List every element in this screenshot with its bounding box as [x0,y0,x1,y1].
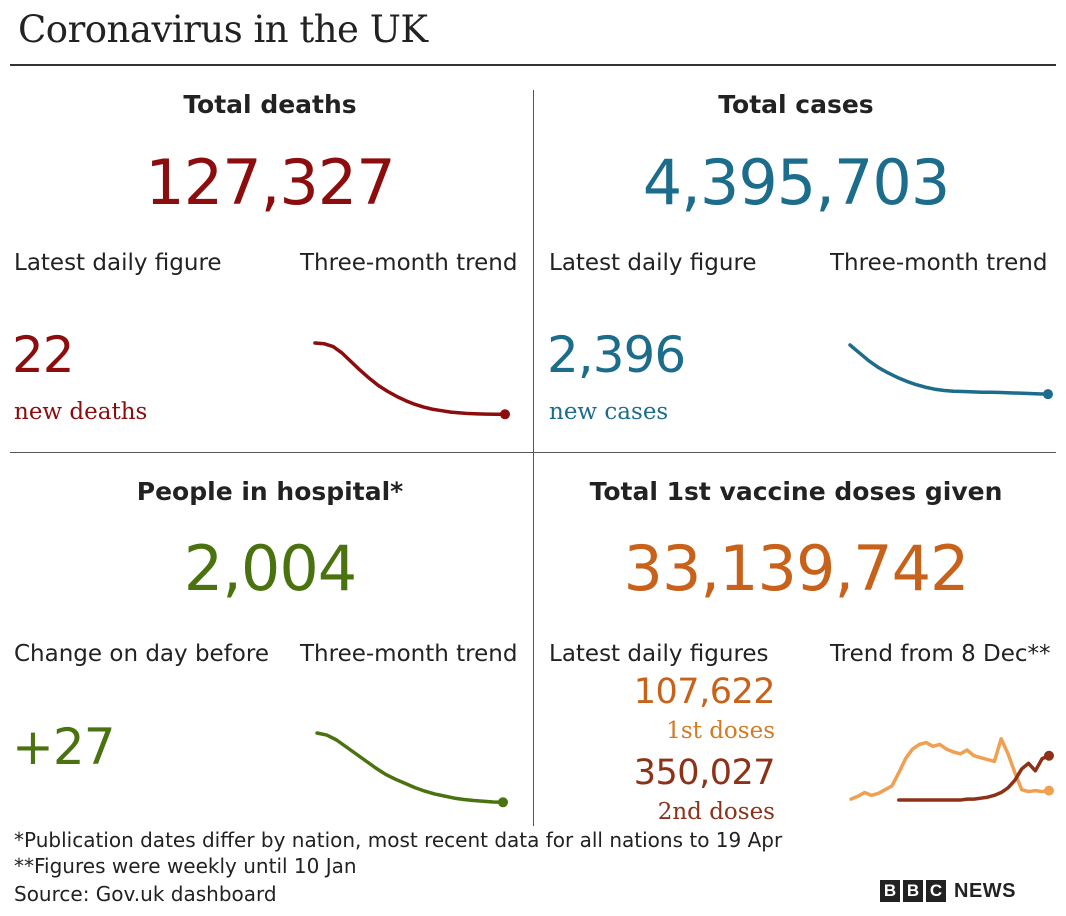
vaccine-trend-line-1 [897,753,1051,802]
second-doses-value: 350,027 [633,753,776,793]
deaths-daily-value: 22 [12,326,75,384]
deaths-daily-caption: new deaths [14,399,148,425]
footnote-publication-dates: *Publication dates differ by nation, mos… [14,828,783,852]
cases-total: 4,395,703 [642,146,951,219]
vaccine-trend-chart [849,737,1054,802]
vaccine-trend-label: Trend from 8 Dec** [830,641,1051,667]
deaths-trend-label: Three-month trend [300,250,518,276]
hospital-trend-chart [315,731,508,808]
deaths-trend-line-0 [313,341,507,417]
vaccine-trend-end-marker-1 [1044,750,1054,761]
cases-latest-label: Latest daily figure [549,250,757,276]
hospital-heading: People in hospital* [136,477,404,506]
second-doses-caption: 2nd doses [657,799,775,825]
cases-heading: Total cases [718,90,874,119]
footnote-weekly-figures: **Figures were weekly until 10 Jan [14,854,357,878]
hospital-daily-value: +27 [12,718,116,776]
vaccine-trend-line-0 [849,737,1051,801]
vaccine-heading: Total 1st vaccine doses given [589,477,1003,506]
source-note: Source: Gov.uk dashboard [14,882,277,906]
deaths-trend-chart [313,341,510,420]
hospital-trend-line-0 [315,731,505,805]
hospital-latest-label: Change on day before [14,641,269,667]
bbc-logo-letter: B [903,880,923,902]
deaths-trend-end-marker-0 [500,409,510,420]
vertical-divider [533,90,534,826]
deaths-total: 127,327 [145,146,395,219]
horizontal-divider [10,452,1056,453]
cases-daily-value: 2,396 [547,326,686,384]
vaccine-trend-end-marker-0 [1044,785,1054,796]
bbc-logo-letter: C [926,880,946,902]
hospital-trend-end-marker-0 [498,797,508,808]
first-doses-caption: 1st doses [666,718,775,744]
page-title: Coronavirus in the UK [18,8,428,51]
title-rule [10,64,1056,66]
cases-trend-label: Three-month trend [830,250,1048,276]
hospital-trend-label: Three-month trend [300,641,518,667]
cases-trend-chart [848,343,1053,400]
deaths-heading: Total deaths [183,90,357,119]
first-doses-value: 107,622 [633,672,776,712]
bbc-news-logo: B B C NEWS [880,878,1016,904]
cases-trend-end-marker-0 [1043,389,1053,400]
deaths-latest-label: Latest daily figure [14,250,222,276]
hospital-total: 2,004 [183,532,358,605]
bbc-logo-letter: B [880,880,900,902]
cases-daily-caption: new cases [549,399,669,425]
cases-trend-line-0 [848,343,1050,396]
vaccine-total: 33,139,742 [623,532,970,605]
vaccine-latest-label: Latest daily figures [549,641,769,667]
bbc-logo-news: NEWS [954,879,1016,902]
